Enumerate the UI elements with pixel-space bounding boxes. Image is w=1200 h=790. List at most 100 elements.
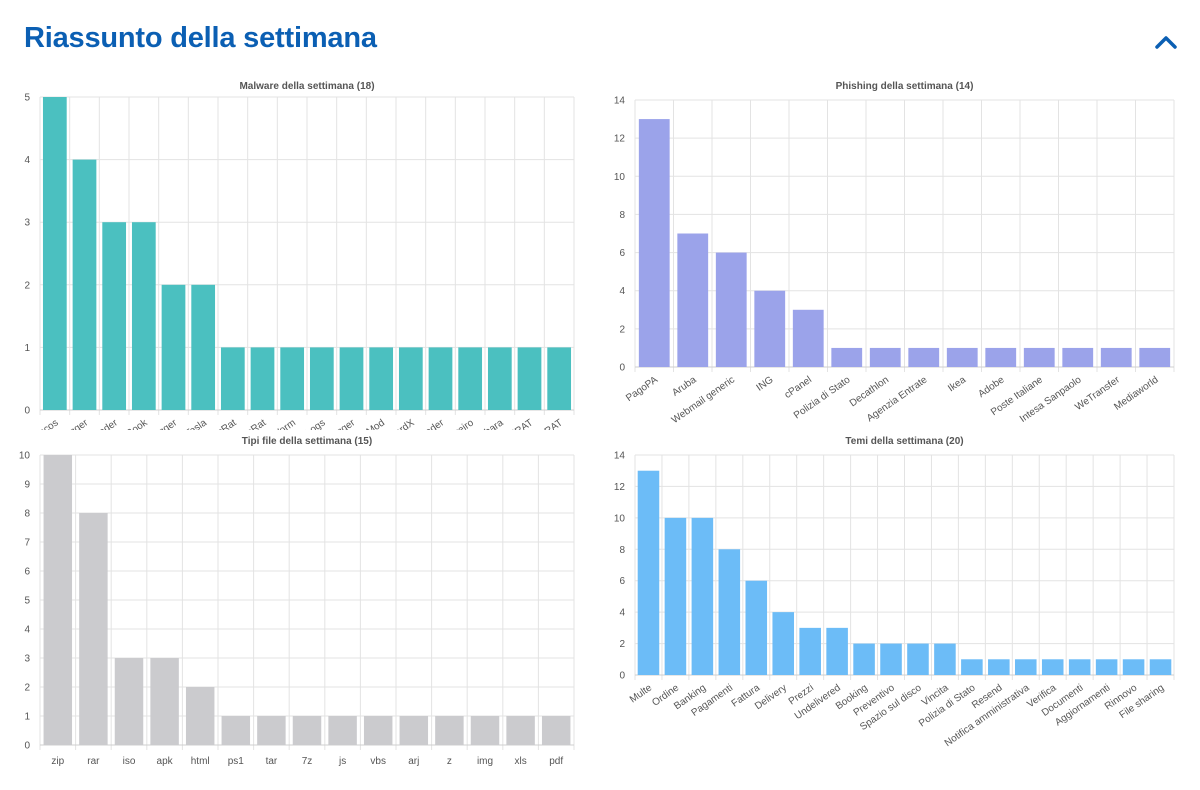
bar[interactable] xyxy=(1122,659,1145,675)
bar[interactable] xyxy=(988,659,1010,675)
x-tick-label: njRAT xyxy=(507,417,535,430)
x-tick-label: Remcos xyxy=(24,417,60,430)
bar[interactable] xyxy=(1095,659,1118,675)
bar[interactable] xyxy=(907,643,929,675)
bar[interactable] xyxy=(961,659,983,675)
x-tick-label: Ikea xyxy=(946,374,968,394)
y-tick-label: 2 xyxy=(619,639,625,650)
y-tick-label: 3 xyxy=(24,218,30,229)
bar[interactable] xyxy=(292,716,322,745)
x-tick-label: vbs xyxy=(370,756,386,767)
bar[interactable] xyxy=(772,612,795,675)
bar[interactable] xyxy=(328,716,357,745)
bar[interactable] xyxy=(1023,347,1055,367)
bar[interactable] xyxy=(309,347,334,410)
y-tick-label: 12 xyxy=(614,134,626,145)
bar[interactable] xyxy=(1068,659,1091,675)
bar[interactable] xyxy=(869,347,901,367)
y-tick-label: 0 xyxy=(619,671,625,682)
collapse-button[interactable] xyxy=(1148,24,1184,60)
chart-svg: Malware della settimana (18) 0 1 2 3 4 5 Remcos… xyxy=(24,81,575,430)
bar[interactable] xyxy=(754,290,786,367)
bar[interactable] xyxy=(398,347,423,410)
bar[interactable] xyxy=(428,347,453,410)
chevron-up-icon xyxy=(1155,36,1177,49)
bar[interactable] xyxy=(191,284,216,410)
y-tick-label: 10 xyxy=(614,172,626,183)
bar[interactable] xyxy=(718,549,741,675)
bar[interactable] xyxy=(131,222,156,410)
bar[interactable] xyxy=(1062,347,1094,367)
bar[interactable] xyxy=(42,97,67,410)
bar[interactable] xyxy=(470,716,500,745)
bar[interactable] xyxy=(102,222,127,410)
bar[interactable] xyxy=(280,347,305,410)
bar[interactable] xyxy=(799,627,821,675)
x-tick-label: Adobe xyxy=(976,374,1006,400)
bar[interactable] xyxy=(369,347,394,410)
y-tick-label: 8 xyxy=(24,509,30,520)
bar[interactable] xyxy=(185,687,215,745)
bar[interactable] xyxy=(715,252,747,367)
y-tick-label: 3 xyxy=(24,654,30,665)
chart-svg: Temi della settimana (20) 0 2 4 6 8 10 12 14 Mult… xyxy=(614,436,1175,749)
bar[interactable] xyxy=(79,513,108,745)
bar[interactable] xyxy=(1139,347,1171,367)
bar[interactable] xyxy=(435,716,464,745)
y-tick-label: 8 xyxy=(619,545,625,556)
bar[interactable] xyxy=(792,309,824,367)
bar[interactable] xyxy=(458,347,483,410)
y-tick-label: 10 xyxy=(614,513,626,524)
bar[interactable] xyxy=(487,347,512,410)
bar[interactable] xyxy=(1149,659,1172,675)
bar[interactable] xyxy=(831,347,863,367)
y-tick-label: 6 xyxy=(619,248,625,259)
bar[interactable] xyxy=(221,716,251,745)
bar[interactable] xyxy=(114,658,144,745)
bar[interactable] xyxy=(43,455,73,745)
bar[interactable] xyxy=(72,159,97,410)
bar[interactable] xyxy=(220,347,245,410)
bar[interactable] xyxy=(664,517,687,675)
bar[interactable] xyxy=(677,233,709,368)
bar[interactable] xyxy=(637,470,660,675)
y-tick-label: 5 xyxy=(24,596,30,607)
bar[interactable] xyxy=(250,347,275,410)
bar[interactable] xyxy=(1014,659,1037,675)
bar[interactable] xyxy=(985,347,1017,367)
bar[interactable] xyxy=(339,347,364,410)
bar[interactable] xyxy=(1100,347,1132,367)
bar[interactable] xyxy=(517,347,542,410)
bar[interactable] xyxy=(934,643,956,675)
chart-svg: Phishing della settimana (14) 0 2 4 6 8 10 12 14… xyxy=(614,81,1175,426)
y-tick-label: 10 xyxy=(19,451,31,462)
x-tick-label: tar xyxy=(266,756,278,767)
file-types-chart: Tipi file della settimana (15) 0 1 2 3 4 5 6 7 8 9… xyxy=(0,430,580,775)
bar[interactable] xyxy=(1041,659,1064,675)
bar[interactable] xyxy=(363,716,393,745)
y-tick-label: 14 xyxy=(614,96,626,107)
bar[interactable] xyxy=(826,627,848,675)
bar[interactable] xyxy=(853,643,875,675)
y-tick-label: 1 xyxy=(24,343,30,354)
x-tick-label: html xyxy=(191,756,210,767)
bar[interactable] xyxy=(257,716,286,745)
bar[interactable] xyxy=(691,517,714,675)
bar[interactable] xyxy=(880,643,902,675)
bar[interactable] xyxy=(946,347,978,367)
bar[interactable] xyxy=(908,347,940,367)
bar[interactable] xyxy=(745,580,768,675)
y-tick-label: 5 xyxy=(24,93,30,104)
y-tick-label: 4 xyxy=(619,286,625,297)
bar[interactable] xyxy=(399,716,429,745)
x-tick-label: arj xyxy=(408,756,419,767)
x-tick-label: img xyxy=(477,756,493,767)
bar[interactable] xyxy=(547,347,572,410)
chart-title: Tipi file della settimana (15) xyxy=(242,436,372,447)
y-tick-label: 7 xyxy=(24,538,30,549)
bar[interactable] xyxy=(638,119,670,367)
bar[interactable] xyxy=(506,716,535,745)
bar[interactable] xyxy=(150,658,179,745)
bar[interactable] xyxy=(541,716,571,745)
bar[interactable] xyxy=(161,284,186,410)
